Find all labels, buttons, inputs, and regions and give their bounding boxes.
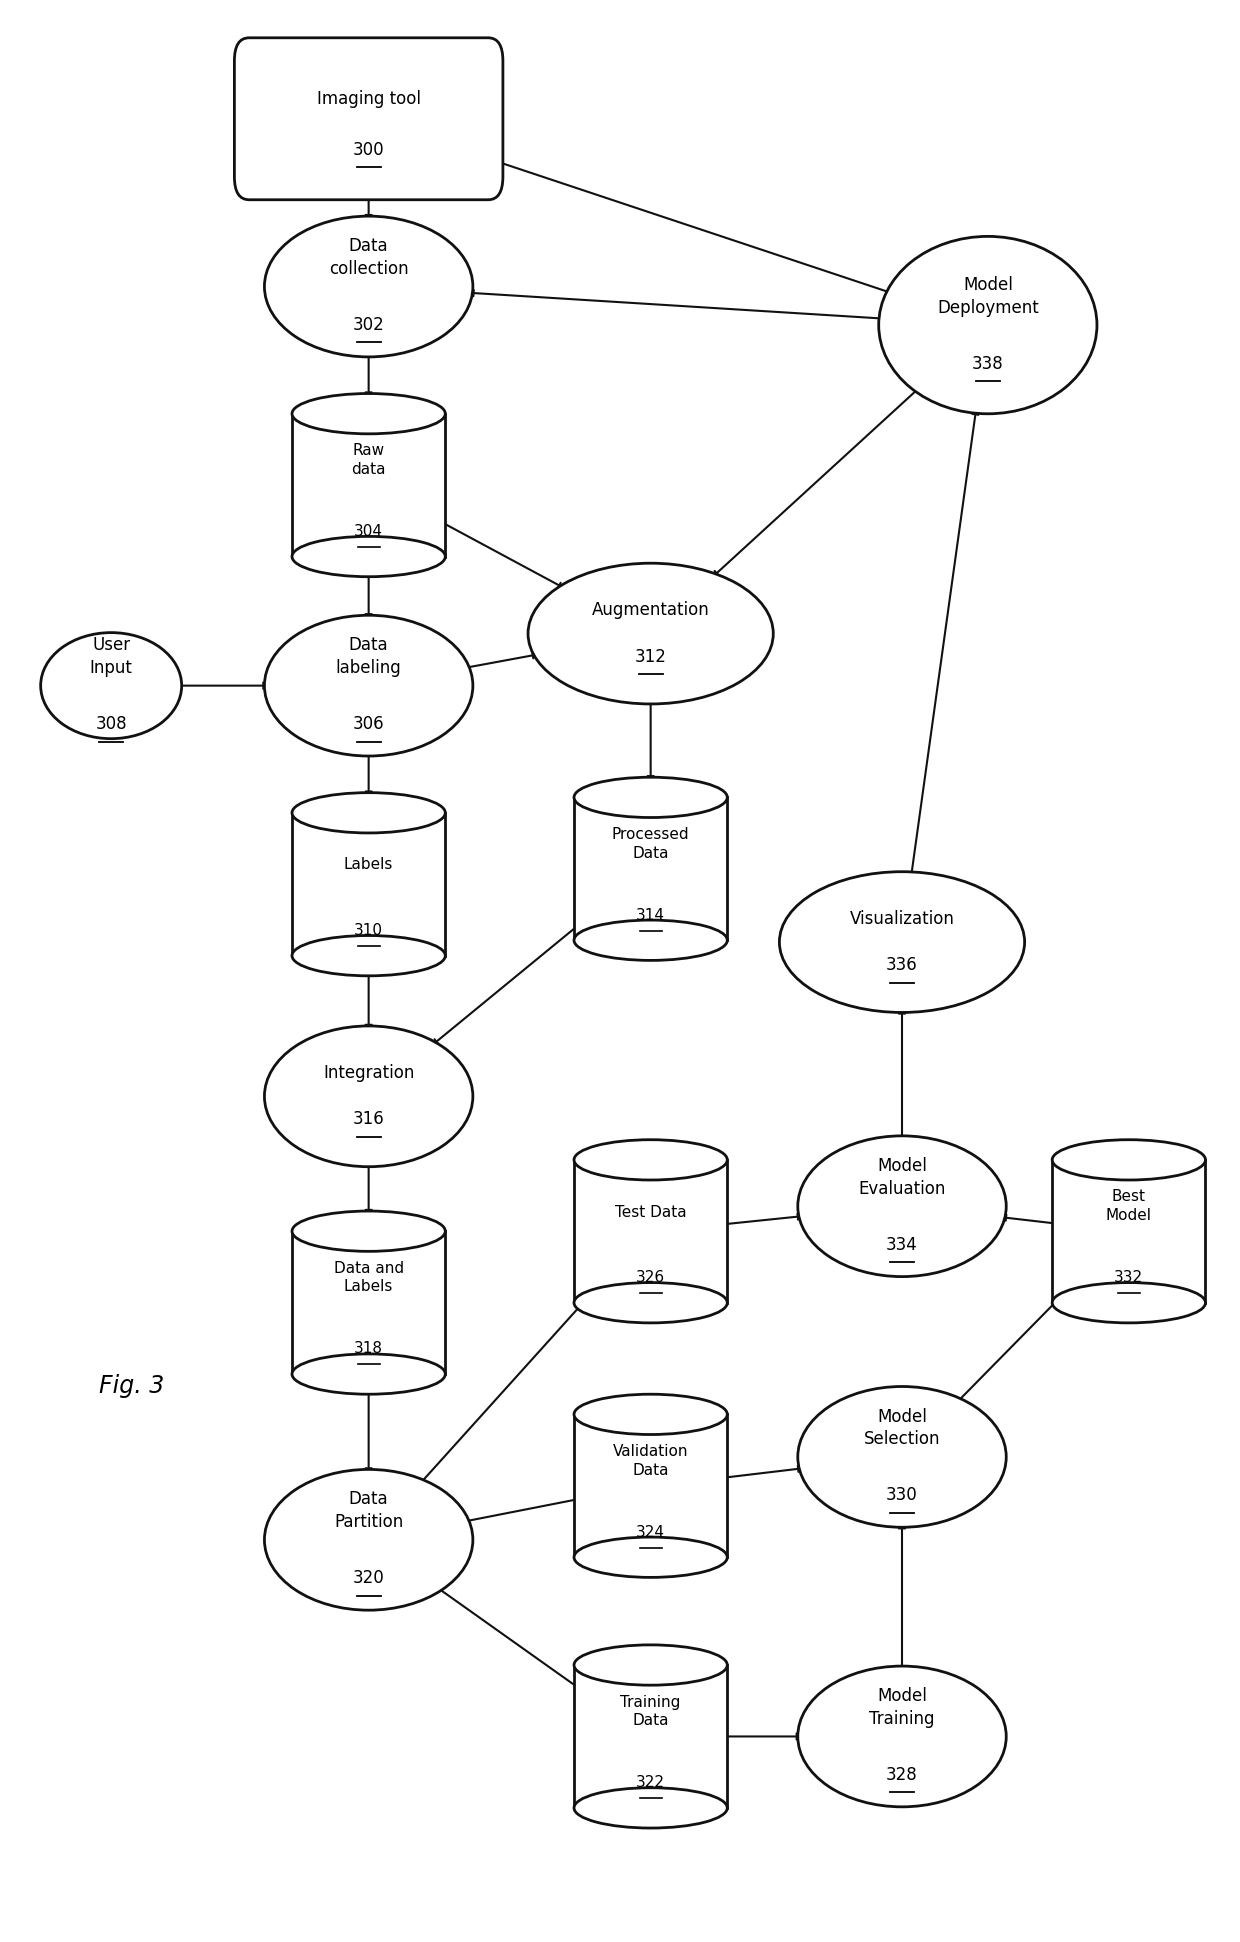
Bar	[291, 1231, 445, 1375]
Bar	[574, 1159, 728, 1303]
Text: 310: 310	[355, 922, 383, 938]
Ellipse shape	[291, 1354, 445, 1394]
Text: 306: 306	[353, 715, 384, 734]
Bar	[1053, 1159, 1205, 1303]
Ellipse shape	[574, 777, 728, 818]
Ellipse shape	[574, 1140, 728, 1181]
FancyBboxPatch shape	[234, 37, 503, 200]
Ellipse shape	[574, 1538, 728, 1577]
Bar	[291, 814, 445, 955]
Ellipse shape	[879, 237, 1097, 414]
Text: Best
Model: Best Model	[1106, 1189, 1152, 1223]
Text: 316: 316	[352, 1111, 384, 1128]
Ellipse shape	[780, 872, 1024, 1012]
Text: 304: 304	[355, 524, 383, 538]
Ellipse shape	[1053, 1140, 1205, 1181]
Ellipse shape	[264, 616, 472, 755]
Text: Model
Training: Model Training	[869, 1688, 935, 1728]
Ellipse shape	[574, 1789, 728, 1827]
Text: 324: 324	[636, 1524, 665, 1540]
Text: 328: 328	[887, 1765, 918, 1785]
Text: Training
Data: Training Data	[620, 1695, 681, 1728]
Text: Validation
Data: Validation Data	[613, 1445, 688, 1478]
Bar	[574, 1414, 728, 1557]
Text: 314: 314	[636, 907, 665, 922]
Ellipse shape	[291, 792, 445, 833]
Text: Data and
Labels: Data and Labels	[334, 1260, 404, 1295]
Text: Test Data: Test Data	[615, 1204, 687, 1220]
Text: 320: 320	[352, 1569, 384, 1587]
Ellipse shape	[1053, 1282, 1205, 1323]
Ellipse shape	[291, 936, 445, 975]
Text: 336: 336	[887, 955, 918, 975]
Ellipse shape	[797, 1666, 1006, 1806]
Text: Imaging tool: Imaging tool	[316, 91, 420, 109]
Ellipse shape	[264, 216, 472, 357]
Text: Augmentation: Augmentation	[591, 602, 709, 619]
Text: Data
Partition: Data Partition	[334, 1490, 403, 1532]
Text: Model
Selection: Model Selection	[864, 1408, 940, 1449]
Ellipse shape	[291, 536, 445, 577]
Text: 318: 318	[355, 1342, 383, 1356]
Ellipse shape	[574, 1282, 728, 1323]
Text: Data
labeling: Data labeling	[336, 637, 402, 678]
Bar	[291, 414, 445, 557]
Text: Fig. 3: Fig. 3	[99, 1373, 164, 1398]
Text: 330: 330	[887, 1486, 918, 1505]
Text: 312: 312	[635, 649, 667, 666]
Text: Labels: Labels	[343, 858, 393, 872]
Text: Visualization: Visualization	[849, 911, 955, 928]
Ellipse shape	[291, 394, 445, 433]
Ellipse shape	[574, 1394, 728, 1435]
Text: Model
Evaluation: Model Evaluation	[858, 1157, 946, 1198]
Ellipse shape	[264, 1025, 472, 1167]
Text: Integration: Integration	[322, 1064, 414, 1082]
Ellipse shape	[41, 633, 182, 738]
Text: Model
Deployment: Model Deployment	[937, 276, 1039, 317]
Text: Processed
Data: Processed Data	[611, 827, 689, 860]
Text: 334: 334	[887, 1235, 918, 1255]
Ellipse shape	[291, 1212, 445, 1251]
Ellipse shape	[797, 1387, 1006, 1526]
Text: 322: 322	[636, 1775, 665, 1791]
Text: 300: 300	[353, 140, 384, 159]
Ellipse shape	[797, 1136, 1006, 1276]
Ellipse shape	[574, 1645, 728, 1686]
Ellipse shape	[264, 1470, 472, 1610]
Text: 308: 308	[95, 715, 126, 734]
Ellipse shape	[574, 921, 728, 961]
Text: 338: 338	[972, 355, 1003, 373]
Text: User
Input: User Input	[89, 637, 133, 678]
Text: Data
collection: Data collection	[329, 237, 408, 278]
Text: Raw
data: Raw data	[351, 443, 386, 478]
Bar	[574, 798, 728, 940]
Ellipse shape	[528, 563, 774, 703]
Bar	[574, 1664, 728, 1808]
Text: 302: 302	[352, 317, 384, 334]
Text: 326: 326	[636, 1270, 665, 1286]
Text: 332: 332	[1115, 1270, 1143, 1286]
